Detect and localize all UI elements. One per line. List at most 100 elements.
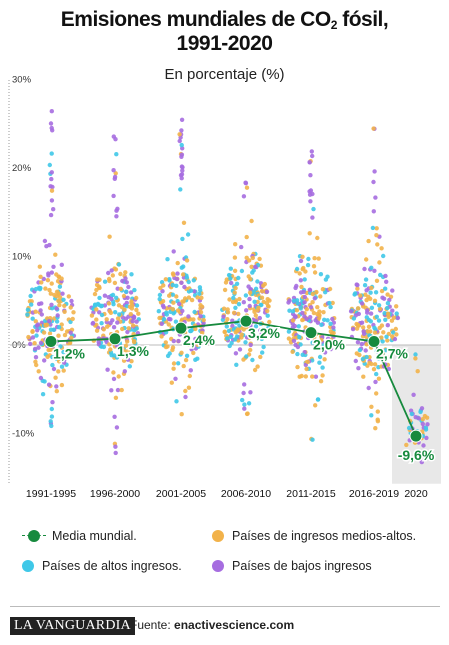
distribution-point — [175, 260, 180, 266]
distribution-point — [95, 301, 101, 307]
distribution-point — [114, 208, 119, 213]
x-category-label: 2006-2010 — [221, 488, 271, 500]
distribution-point — [381, 330, 386, 335]
distribution-point — [247, 296, 252, 302]
distribution-point — [250, 270, 255, 275]
distribution-point — [321, 343, 326, 348]
distribution-point — [308, 188, 314, 193]
distribution-point — [327, 300, 332, 306]
distribution-point — [185, 232, 191, 237]
distribution-point — [69, 348, 74, 353]
distribution-point — [229, 280, 234, 286]
distribution-point — [165, 353, 171, 359]
distribution-point — [171, 272, 176, 278]
distribution-point — [161, 305, 166, 310]
distribution-point — [191, 350, 196, 356]
distribution-point — [368, 311, 374, 316]
distribution-point — [65, 347, 71, 352]
distribution-point — [413, 356, 418, 361]
distribution-point — [45, 354, 50, 359]
distribution-point — [51, 264, 56, 269]
distribution-point — [253, 286, 259, 291]
distribution-point — [383, 317, 388, 322]
distribution-point — [179, 172, 185, 177]
distribution-point — [174, 276, 180, 282]
distribution-point — [227, 297, 232, 302]
distribution-point — [385, 338, 390, 343]
chart-title: Emisiones mundiales de CO2 fósil, 1991-2… — [0, 8, 449, 56]
distribution-point — [114, 295, 119, 300]
distribution-point — [225, 317, 230, 322]
distribution-point — [109, 296, 114, 302]
distribution-point — [112, 174, 118, 180]
distribution-point — [241, 194, 247, 199]
distribution-point — [183, 394, 188, 400]
distribution-point — [329, 343, 334, 348]
distribution-point — [229, 340, 234, 346]
distribution-point — [377, 306, 383, 312]
distribution-point — [302, 294, 307, 300]
distribution-point — [122, 369, 128, 374]
distribution-point — [295, 364, 300, 370]
distribution-point — [45, 278, 51, 283]
distribution-point — [163, 277, 168, 282]
y-tick-label: 30% — [12, 75, 32, 86]
distribution-point — [198, 314, 203, 319]
distribution-point — [38, 375, 44, 381]
distribution-point — [177, 132, 182, 137]
x-category-label: 1996-2000 — [90, 488, 140, 500]
distribution-point — [256, 305, 261, 310]
distribution-point — [199, 334, 204, 339]
distribution-point — [101, 327, 107, 332]
distribution-point — [192, 289, 197, 294]
distribution-point — [186, 385, 192, 390]
distribution-point — [170, 307, 176, 312]
distribution-point — [158, 285, 163, 291]
distribution-point — [116, 262, 122, 267]
distribution-point — [106, 276, 112, 282]
distribution-point — [49, 170, 54, 175]
distribution-point — [59, 364, 65, 369]
distribution-point — [111, 325, 117, 330]
distribution-point — [62, 303, 67, 308]
distribution-point — [384, 334, 389, 339]
distribution-point — [355, 286, 360, 291]
distribution-point — [390, 288, 395, 293]
distribution-point — [113, 444, 118, 449]
distribution-point — [55, 313, 60, 318]
distribution-point — [225, 336, 230, 341]
distribution-point — [379, 246, 384, 251]
distribution-point — [380, 350, 385, 356]
distribution-point — [97, 295, 102, 301]
distribution-point — [180, 272, 186, 277]
distribution-point — [51, 207, 56, 212]
distribution-point — [300, 310, 305, 316]
distribution-point — [255, 364, 260, 369]
distribution-point — [261, 344, 266, 350]
distribution-point — [376, 303, 382, 308]
distribution-point — [189, 297, 195, 303]
distribution-point — [373, 426, 378, 431]
distribution-point — [424, 435, 429, 441]
distribution-point — [61, 349, 66, 355]
distribution-point — [175, 271, 180, 276]
distribution-point — [49, 270, 54, 275]
distribution-point — [251, 289, 256, 294]
distribution-point — [50, 362, 55, 368]
distribution-point — [386, 311, 391, 317]
distribution-point — [62, 309, 67, 314]
distribution-point — [242, 406, 247, 411]
distribution-point — [50, 184, 55, 190]
distribution-point — [310, 374, 315, 379]
distribution-point — [247, 290, 253, 295]
distribution-point — [33, 309, 38, 314]
mean-point — [367, 334, 381, 348]
distribution-point — [310, 153, 315, 159]
distribution-point — [104, 317, 109, 322]
distribution-point — [259, 328, 264, 333]
distribution-point — [252, 367, 258, 373]
distribution-point — [422, 413, 428, 419]
distribution-point — [34, 362, 39, 368]
distribution-point — [112, 414, 117, 419]
distribution-point — [169, 380, 174, 385]
